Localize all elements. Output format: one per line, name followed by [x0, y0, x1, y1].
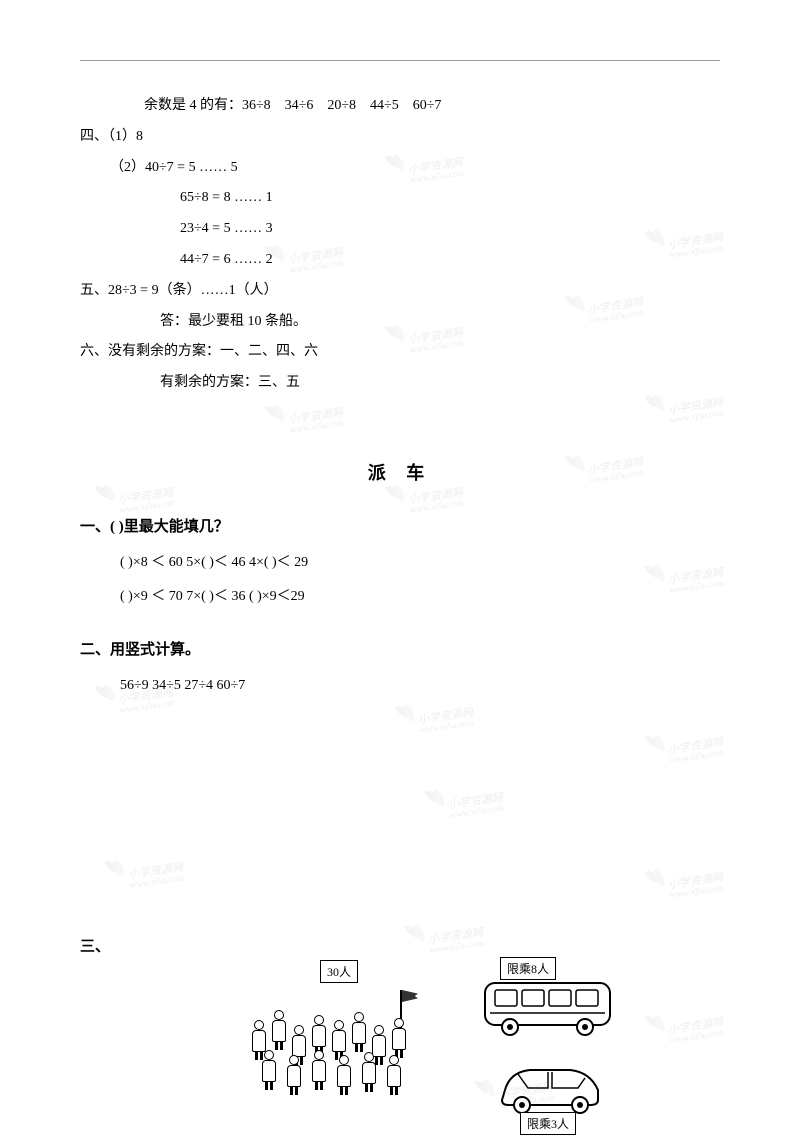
people-count-sign: 30人 [320, 960, 358, 983]
q1-heading: 一、( )里最大能填几？ [80, 515, 720, 536]
q1-row1: ( )×8 ＜ 60 5×( )＜ 46 4×( )＜ 29 [80, 546, 720, 580]
q1-row2: ( )×9 ＜ 70 7×( )＜ 36 ( )×9＜29 [80, 580, 720, 614]
q3-heading: 三、 [80, 935, 110, 956]
bus-capacity-sign: 限乘8人 [500, 957, 556, 980]
answer-q6a: 六、没有剩余的方案：一、二、四、六 [80, 337, 720, 368]
crowd-illustration: 30人 [240, 970, 440, 1120]
q2-row: 56÷9 34÷5 27÷4 60÷7 [80, 669, 720, 703]
answer-q5a: 五、28÷3 = 9（条）……1（人） [80, 276, 720, 307]
answer-q4-1: 四、（1）8 [80, 122, 720, 153]
answer-q4-2d: 44÷7 = 6 …… 2 [80, 245, 720, 276]
bus-illustration: 限乘8人 [480, 965, 620, 1045]
section-title: 派 车 [80, 459, 720, 485]
header-rule [80, 60, 720, 61]
answer-q4-2c: 23÷4 = 5 …… 3 [80, 214, 720, 245]
answer-q4-2a: （2）40÷7 = 5 …… 5 [80, 153, 720, 184]
car-illustration: 限乘3人 [490, 1060, 610, 1130]
answer-q5b: 答：最少要租 10 条船。 [80, 307, 720, 338]
page-container: 余数是 4 的有：36÷8 34÷6 20÷8 44÷5 60÷7 四、（1）8… [0, 0, 800, 1132]
car-icon [490, 1060, 610, 1115]
q2-heading: 二、用竖式计算。 [80, 638, 720, 659]
answer-q6b: 有剩余的方案：三、五 [80, 368, 720, 399]
answer-line-remainder4: 余数是 4 的有：36÷8 34÷6 20÷8 44÷5 60÷7 [80, 91, 720, 122]
answer-q4-2b: 65÷8 = 8 …… 1 [80, 183, 720, 214]
